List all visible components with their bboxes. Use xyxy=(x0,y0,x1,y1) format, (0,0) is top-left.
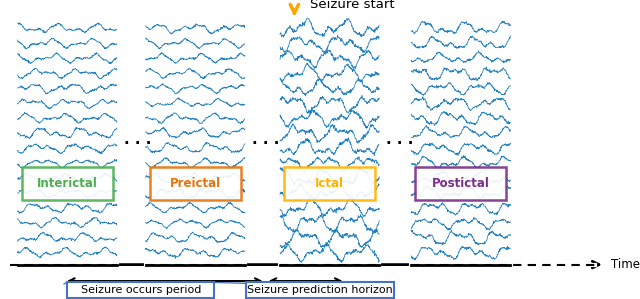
Text: Time: Time xyxy=(611,258,640,271)
Text: Seizure prediction horizon: Seizure prediction horizon xyxy=(247,285,393,295)
Text: Seizure occurs period: Seizure occurs period xyxy=(81,285,201,295)
Text: Postictal: Postictal xyxy=(432,177,490,190)
Bar xyxy=(67,282,214,298)
Text: · · ·: · · · xyxy=(252,136,279,151)
Text: · · ·: · · · xyxy=(124,136,151,151)
Bar xyxy=(246,282,394,298)
Text: Interictal: Interictal xyxy=(36,177,98,190)
Bar xyxy=(415,167,506,200)
Bar xyxy=(150,167,241,200)
Text: · · ·: · · · xyxy=(387,136,413,151)
Text: Ictal: Ictal xyxy=(315,177,344,190)
Text: Seizure start: Seizure start xyxy=(310,0,395,11)
Text: Preictal: Preictal xyxy=(170,177,221,190)
Bar xyxy=(284,167,375,200)
Bar xyxy=(22,167,113,200)
